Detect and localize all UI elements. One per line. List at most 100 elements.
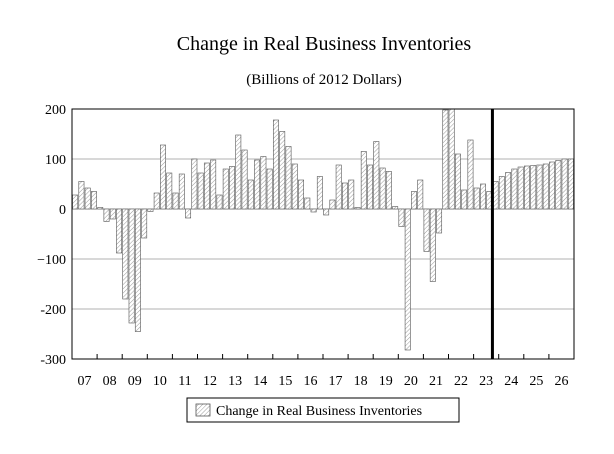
x-tick-label: 09 bbox=[128, 374, 142, 389]
bar-2016Q1 bbox=[298, 179, 304, 210]
bar-2010Q2 bbox=[153, 192, 160, 210]
bar-2012Q2 bbox=[203, 162, 210, 210]
x-tick-label: 26 bbox=[554, 374, 568, 389]
bar-2020Q1 bbox=[398, 208, 405, 227]
bar-2023Q1 bbox=[473, 187, 480, 210]
bar-2015Q3 bbox=[285, 146, 292, 210]
bar-2025Q3 bbox=[536, 164, 543, 210]
x-tick-label: 14 bbox=[253, 374, 267, 389]
bar-2014Q3 bbox=[260, 156, 267, 210]
bar-2012Q1 bbox=[197, 172, 204, 210]
x-tick-label: 12 bbox=[203, 374, 217, 389]
bar-2007Q3 bbox=[84, 187, 91, 210]
bar-2025Q1 bbox=[523, 165, 530, 210]
plot-frame bbox=[71, 108, 575, 360]
chart-title: Change in Real Business Inventories bbox=[177, 33, 472, 55]
x-tick-label: 18 bbox=[354, 374, 368, 389]
bar-2021Q2 bbox=[429, 208, 436, 282]
bar-2007Q2 bbox=[78, 181, 85, 210]
bar-2008Q2 bbox=[103, 208, 110, 222]
bar-2017Q3 bbox=[335, 164, 342, 210]
x-tick-label: 25 bbox=[529, 374, 543, 389]
bar-2020Q3 bbox=[411, 191, 417, 210]
legend-swatch bbox=[195, 403, 211, 417]
x-tick-label: 13 bbox=[228, 374, 242, 389]
bar-2013Q1 bbox=[222, 168, 229, 210]
y-tick-label: -300 bbox=[40, 353, 66, 368]
bar-2012Q4 bbox=[216, 194, 223, 210]
x-tick-label: 24 bbox=[504, 374, 518, 389]
bar-2021Q3 bbox=[436, 208, 443, 234]
x-tick-label: 19 bbox=[379, 374, 393, 389]
bar-2014Q1 bbox=[247, 179, 254, 210]
bar-2019Q4 bbox=[392, 206, 399, 210]
bar-2026Q2 bbox=[555, 160, 562, 210]
bar-2011Q3 bbox=[185, 208, 192, 219]
y-tick-label: 0 bbox=[59, 203, 66, 218]
bar-2024Q1 bbox=[498, 176, 505, 210]
bar-2024Q3 bbox=[511, 168, 518, 210]
bar-2016Q4 bbox=[316, 176, 323, 210]
x-tick-label: 16 bbox=[303, 374, 317, 389]
legend-label: Change in Real Business Inventories bbox=[216, 404, 422, 419]
bar-2009Q3 bbox=[134, 208, 141, 332]
grid bbox=[72, 158, 574, 310]
bar-2021Q4 bbox=[442, 109, 449, 210]
bar-2018Q4 bbox=[367, 164, 373, 210]
bar-2015Q1 bbox=[272, 119, 279, 210]
y-tick-label: 200 bbox=[45, 103, 66, 118]
bar-2016Q2 bbox=[304, 197, 311, 210]
bar-2010Q3 bbox=[160, 144, 166, 210]
bar-2012Q3 bbox=[210, 159, 217, 210]
bar-2025Q2 bbox=[530, 165, 537, 210]
bar-2018Q2 bbox=[354, 207, 361, 210]
bar-2010Q4 bbox=[166, 172, 173, 210]
bar-2018Q3 bbox=[360, 151, 367, 210]
bar-2014Q2 bbox=[254, 159, 261, 210]
bars bbox=[72, 108, 574, 351]
bar-2007Q1 bbox=[72, 194, 79, 210]
bar-2008Q1 bbox=[97, 207, 104, 210]
bar-2014Q4 bbox=[266, 168, 273, 210]
bar-2013Q2 bbox=[229, 166, 235, 210]
x-tick-label: 22 bbox=[454, 374, 468, 389]
bar-2023Q2 bbox=[480, 183, 486, 210]
bar-2025Q4 bbox=[542, 163, 549, 210]
bar-2011Q1 bbox=[172, 192, 179, 210]
x-tick-label: 17 bbox=[329, 374, 343, 389]
y-tick-label: 100 bbox=[45, 153, 66, 168]
bar-2008Q3 bbox=[109, 208, 116, 220]
bar-2024Q4 bbox=[517, 166, 524, 210]
y-axis-ticks: 200 100 0 −100 -200 -300 bbox=[37, 103, 66, 368]
bar-2009Q2 bbox=[128, 208, 135, 324]
x-axis-ticks: 07 08 09 10 11 12 13 14 15 16 17 18 19 20 21 22 23 24 25 26 bbox=[78, 354, 568, 389]
x-tick-label: 21 bbox=[429, 374, 443, 389]
bar-2008Q4 bbox=[116, 208, 123, 254]
bar-2026Q4 bbox=[567, 158, 574, 210]
bar-2011Q4 bbox=[191, 158, 198, 210]
bar-2019Q2 bbox=[379, 167, 386, 210]
bar-2010Q1 bbox=[147, 208, 154, 212]
bar-2017Q2 bbox=[329, 199, 336, 210]
x-tick-label: 10 bbox=[153, 374, 167, 389]
bar-2013Q3 bbox=[235, 134, 242, 210]
bar-2018Q1 bbox=[348, 179, 355, 210]
x-tick-label: 15 bbox=[278, 374, 292, 389]
x-tick-label: 07 bbox=[78, 374, 92, 389]
bar-2007Q4 bbox=[91, 191, 97, 210]
bar-2024Q2 bbox=[505, 172, 512, 210]
bar-2019Q3 bbox=[385, 171, 392, 210]
bar-2015Q4 bbox=[291, 163, 298, 210]
bar-2009Q4 bbox=[141, 208, 148, 239]
bar-2021Q1 bbox=[423, 208, 430, 252]
legend: Change in Real Business Inventories bbox=[186, 397, 460, 423]
bar-2011Q2 bbox=[178, 173, 185, 210]
legend-box bbox=[186, 397, 460, 423]
bar-2009Q1 bbox=[122, 208, 129, 300]
bar-2019Q1 bbox=[373, 141, 380, 210]
bar-2013Q4 bbox=[241, 149, 248, 210]
x-tick-label: 20 bbox=[404, 374, 418, 389]
bar-2022Q4 bbox=[467, 139, 474, 210]
bar-2026Q3 bbox=[561, 158, 568, 210]
